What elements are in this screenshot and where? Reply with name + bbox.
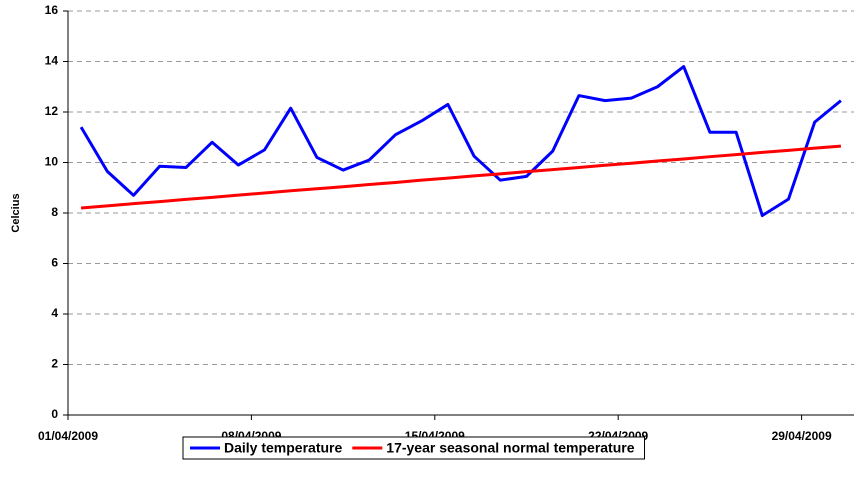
x-tick-label: 01/04/2009 [38,429,98,443]
legend-box [182,436,646,460]
y-tick-label: 4 [51,306,58,320]
data-line [80,144,842,210]
y-axis-label: Celcius [10,193,22,232]
y-tick-label: 0 [51,407,58,421]
y-tick-label: 12 [45,104,59,118]
y-tick-label: 2 [51,357,58,371]
y-tick-label: 16 [45,3,59,17]
legend-label: Daily temperature [224,440,342,456]
y-tick-label: 8 [51,205,58,219]
data-line [79,65,842,218]
y-tick-label: 14 [45,54,59,68]
legend-label: 17-year seasonal normal temperature [386,440,634,456]
x-tick-label: 29/04/2009 [772,429,832,443]
legend: Daily temperature 17-year seasonal normal… [182,436,646,460]
y-tick-label: 10 [45,155,59,169]
y-tick-label: 6 [51,256,58,270]
